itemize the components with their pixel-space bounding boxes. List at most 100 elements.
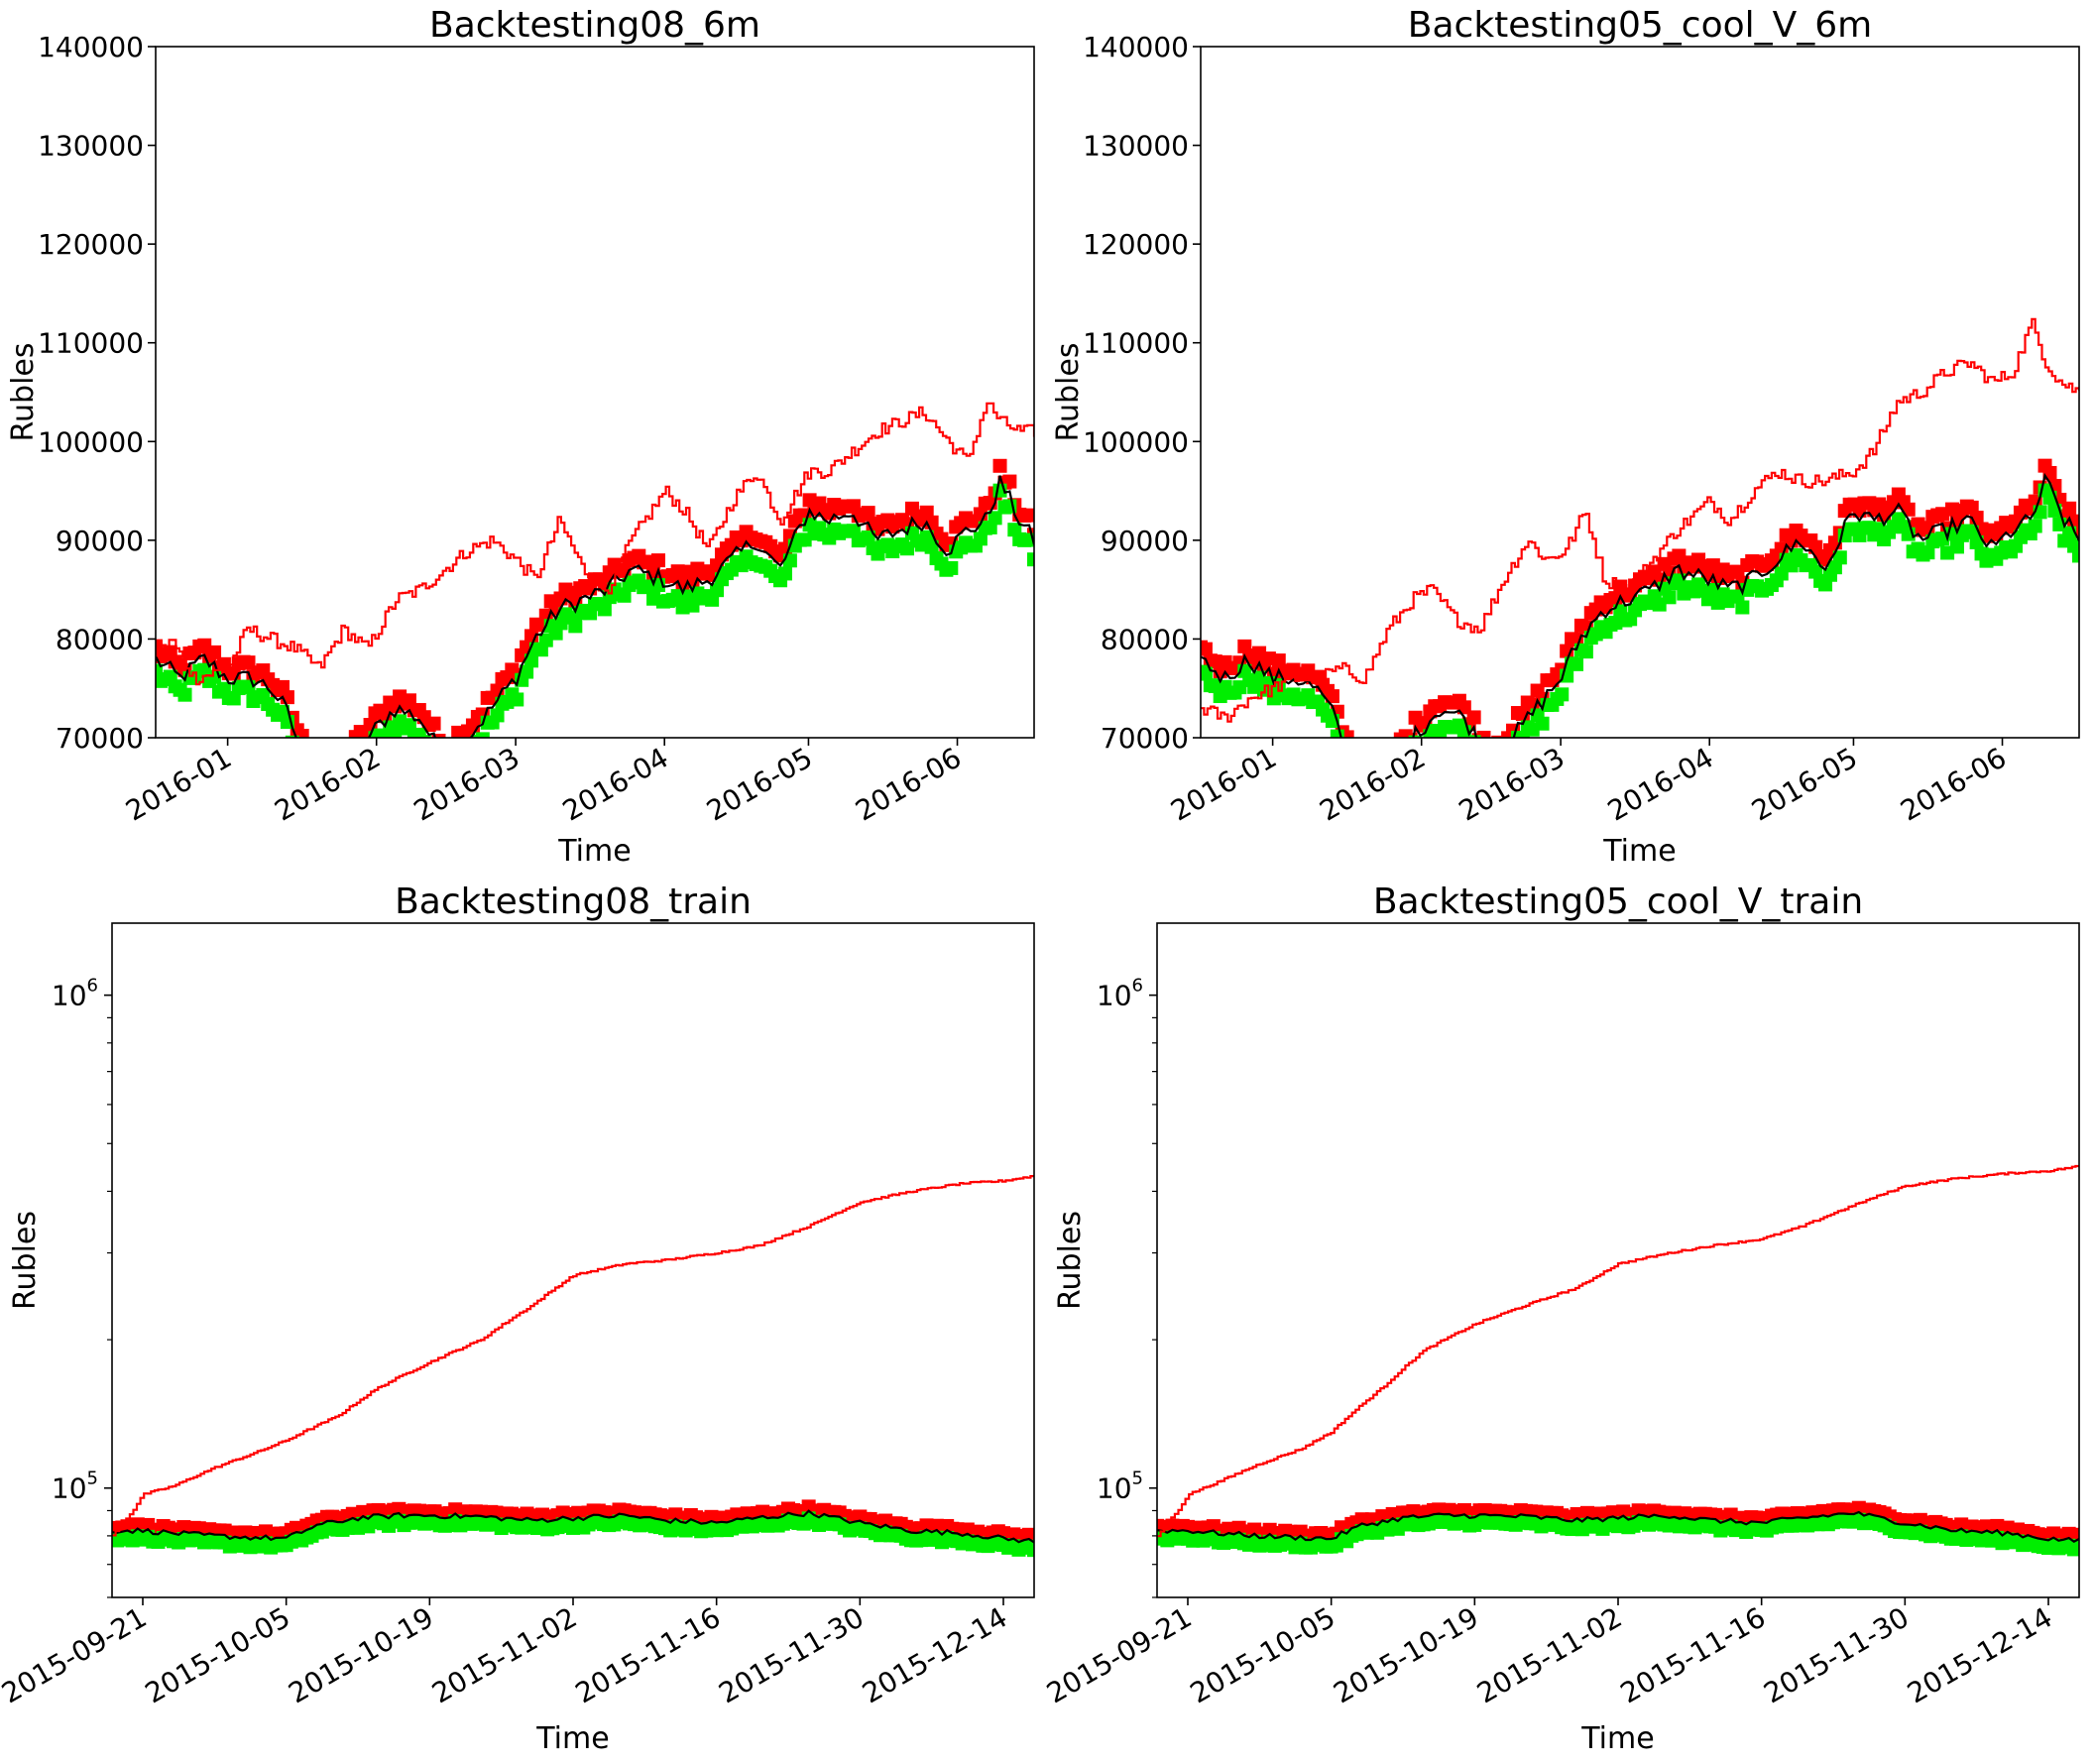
buy-marker <box>431 759 445 772</box>
y-tick-label: 100000 <box>1083 425 1189 458</box>
equity-line <box>156 402 1034 686</box>
chart-panel: 70000 80000 90000 100000 110000 120000 130000 1… <box>1051 5 2080 869</box>
sell-markers <box>156 458 1034 764</box>
buy-marker <box>597 602 612 617</box>
y-tick-label: 80000 <box>56 623 144 655</box>
buy-marker <box>1472 758 1486 771</box>
sell-marker <box>1486 740 1500 754</box>
x-tick-label: 2015-11-30 <box>1758 1600 1914 1709</box>
chart-panel: 1051062015-09-212015-10-052015-10-192015… <box>1041 882 2080 1756</box>
buy-marker <box>924 539 939 554</box>
x-axis-label: Time <box>535 1721 609 1756</box>
sell-marker <box>300 748 314 762</box>
buy-marker <box>1201 666 1213 681</box>
buy-marker <box>295 754 309 767</box>
x-tick-label: 2015-10-05 <box>140 1600 295 1709</box>
plot-area <box>1157 1164 2079 1557</box>
buy-markers <box>112 1511 1034 1558</box>
sell-marker <box>324 741 338 755</box>
x-tick-label: 2015-10-05 <box>1185 1600 1340 1709</box>
x-tick-label: 2015-09-21 <box>0 1600 152 1709</box>
chart-title: Backtesting05_cool_V_train <box>1373 882 1863 922</box>
buy-marker <box>1462 742 1476 756</box>
chart-title: Backtesting08_6m <box>429 5 760 46</box>
sell-marker <box>334 741 348 755</box>
buy-marker <box>568 619 583 634</box>
chart-panel: 1051062015-09-212015-10-052015-10-192015… <box>0 882 1035 1756</box>
x-tick-label: 2015-11-16 <box>1615 1600 1771 1709</box>
plot-frame <box>111 922 1035 1598</box>
buy-marker <box>1515 731 1530 738</box>
buy-marker <box>1340 755 1354 768</box>
plot-area <box>1201 317 2079 771</box>
buy-marker <box>1920 545 1935 560</box>
buy-marker <box>466 743 480 757</box>
x-tick-label: 2015-11-02 <box>426 1600 582 1709</box>
buy-marker <box>373 728 388 738</box>
y-tick-label: 110000 <box>38 327 144 360</box>
buy-marker <box>861 530 875 545</box>
buy-marker <box>1506 749 1520 763</box>
y-tick-label: 120000 <box>38 228 144 261</box>
x-tick-label: 2016-06 <box>1895 741 2012 827</box>
buy-marker <box>451 751 465 764</box>
x-tick-label: 2015-12-14 <box>857 1600 1012 1709</box>
sell-marker <box>314 750 328 764</box>
sell-marker <box>358 728 373 738</box>
sell-marker <box>1359 749 1373 763</box>
x-tick-label: 2015-12-14 <box>1902 1600 2057 1709</box>
x-axis-label: Time <box>1602 834 1676 869</box>
buy-marker <box>177 687 192 702</box>
buy-marker <box>475 732 490 738</box>
y-tick-label: 80000 <box>1101 623 1189 655</box>
sell-marker <box>1325 689 1339 704</box>
x-tick-label: 2015-10-19 <box>1328 1600 1483 1709</box>
sell-marker <box>1383 737 1398 738</box>
sell-marker <box>319 750 333 764</box>
y-tick-label: 120000 <box>1083 228 1189 261</box>
x-tick-label: 2016-03 <box>1454 741 1570 827</box>
y-tick-label: 106 <box>52 976 98 1012</box>
x-tick-label: 2016-02 <box>1314 741 1431 827</box>
sell-marker <box>861 506 875 521</box>
y-tick-label: 140000 <box>1083 31 1189 63</box>
sell-marker <box>1481 749 1495 763</box>
buy-marker <box>1535 716 1550 731</box>
sell-marker <box>305 750 319 764</box>
sell-marker <box>309 749 323 763</box>
buy-marker <box>1466 735 1481 738</box>
buy-marker <box>1555 687 1570 702</box>
buy-marker <box>1027 1543 1034 1558</box>
buy-marker <box>156 663 163 678</box>
buy-marker <box>1949 539 1964 554</box>
x-tick-label: 2015-11-02 <box>1471 1600 1627 1709</box>
x-axis-label: Time <box>557 834 631 869</box>
buy-marker <box>988 511 1002 526</box>
sell-marker <box>426 716 441 731</box>
y-tick-label: 110000 <box>1083 327 1189 360</box>
sell-marker <box>1403 732 1418 738</box>
buy-marker <box>1022 532 1034 547</box>
y-axis-label: Rubles <box>1051 343 1086 442</box>
buy-marker <box>1662 590 1677 605</box>
x-tick-label: 2015-11-16 <box>570 1600 726 1709</box>
y-tick-label: 140000 <box>38 31 144 63</box>
sell-marker <box>1339 730 1354 738</box>
plot-area <box>156 402 1034 772</box>
sell-marker <box>1027 1531 1034 1546</box>
buy-marker <box>617 588 632 603</box>
buy-marker <box>378 734 393 738</box>
buy-marker <box>285 735 299 738</box>
y-tick-label: 90000 <box>1101 525 1189 557</box>
sell-marker <box>294 729 309 738</box>
y-tick-label: 106 <box>1097 976 1143 1012</box>
buy-marker <box>1570 656 1584 671</box>
sell-marker <box>431 733 446 738</box>
x-tick-label: 2016-02 <box>269 741 386 827</box>
sell-marker <box>1354 750 1368 764</box>
buy-marker <box>1969 534 1984 549</box>
buy-marker <box>1330 729 1344 738</box>
buy-marker <box>1027 552 1034 567</box>
